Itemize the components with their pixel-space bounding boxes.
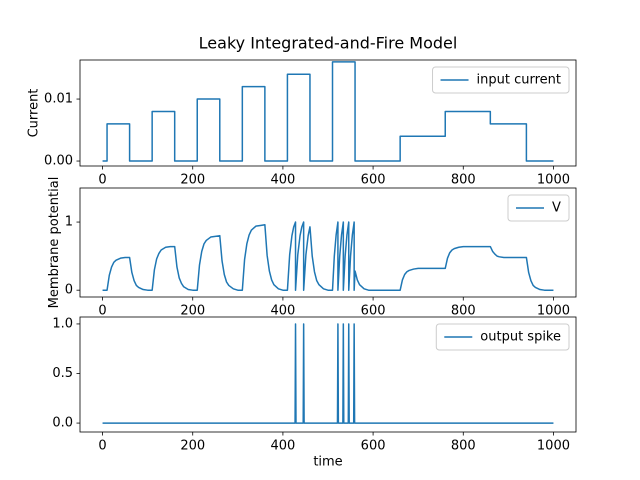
x-tick-label: 0 bbox=[98, 304, 106, 319]
legend: input current bbox=[432, 66, 570, 94]
y-tick-label: 0.01 bbox=[44, 92, 73, 107]
x-axis-label: time bbox=[313, 455, 342, 470]
x-tick-label: 1000 bbox=[537, 304, 570, 319]
legend: V bbox=[507, 194, 570, 222]
x-tick-label: 800 bbox=[451, 439, 476, 454]
x-tick-label: 200 bbox=[180, 304, 205, 319]
x-tick-label: 600 bbox=[361, 173, 386, 188]
y-tick-label: 0.0 bbox=[52, 416, 73, 431]
legend: output spike bbox=[435, 323, 570, 351]
x-tick-label: 600 bbox=[361, 304, 386, 319]
legend-label: output spike bbox=[480, 330, 561, 345]
x-tick-label: 200 bbox=[180, 173, 205, 188]
data-line bbox=[102, 323, 554, 424]
plot-area bbox=[102, 61, 554, 162]
subplot: 0 200 400 600 800 1000 0.00 0.01 Leaky Integrate… bbox=[27, 34, 577, 188]
x-tick-label: 400 bbox=[270, 304, 295, 319]
y-tick-label: 0.00 bbox=[44, 154, 73, 169]
x-tick-label: 1000 bbox=[537, 173, 570, 188]
legend-label: input current bbox=[477, 73, 561, 88]
plot-area bbox=[102, 221, 554, 291]
y-tick-label: 0.5 bbox=[52, 366, 73, 381]
axes-frame bbox=[79, 187, 577, 298]
subplot: 0 200 400 600 800 1000 0.0 0.5 1.0 time output spi… bbox=[52, 316, 577, 470]
x-tick-label: 400 bbox=[270, 439, 295, 454]
chart-title: Leaky Integrated-and-Fire Model bbox=[199, 34, 458, 53]
x-tick-label: 200 bbox=[180, 439, 205, 454]
x-tick-label: 1000 bbox=[537, 439, 570, 454]
x-tick-label: 800 bbox=[451, 173, 476, 188]
plot-area bbox=[102, 323, 554, 424]
x-tick-label: 0 bbox=[98, 173, 106, 188]
y-tick-label: 1.0 bbox=[52, 316, 73, 331]
x-tick-label: 600 bbox=[361, 439, 386, 454]
data-line bbox=[102, 221, 554, 291]
y-axis-label: Current bbox=[27, 89, 42, 138]
legend-label: V bbox=[552, 201, 561, 216]
legend-box bbox=[432, 66, 570, 94]
axes-frame bbox=[79, 59, 577, 167]
legend-box bbox=[435, 323, 570, 351]
x-tick-label: 800 bbox=[451, 304, 476, 319]
y-axis-label: Membrane potential bbox=[47, 177, 62, 309]
y-tick-label: 1 bbox=[65, 215, 73, 230]
x-tick-label: 0 bbox=[98, 439, 106, 454]
data-line bbox=[102, 61, 554, 162]
y-tick-label: 0 bbox=[65, 283, 73, 298]
axes-frame bbox=[79, 316, 577, 433]
x-tick-label: 400 bbox=[270, 173, 295, 188]
